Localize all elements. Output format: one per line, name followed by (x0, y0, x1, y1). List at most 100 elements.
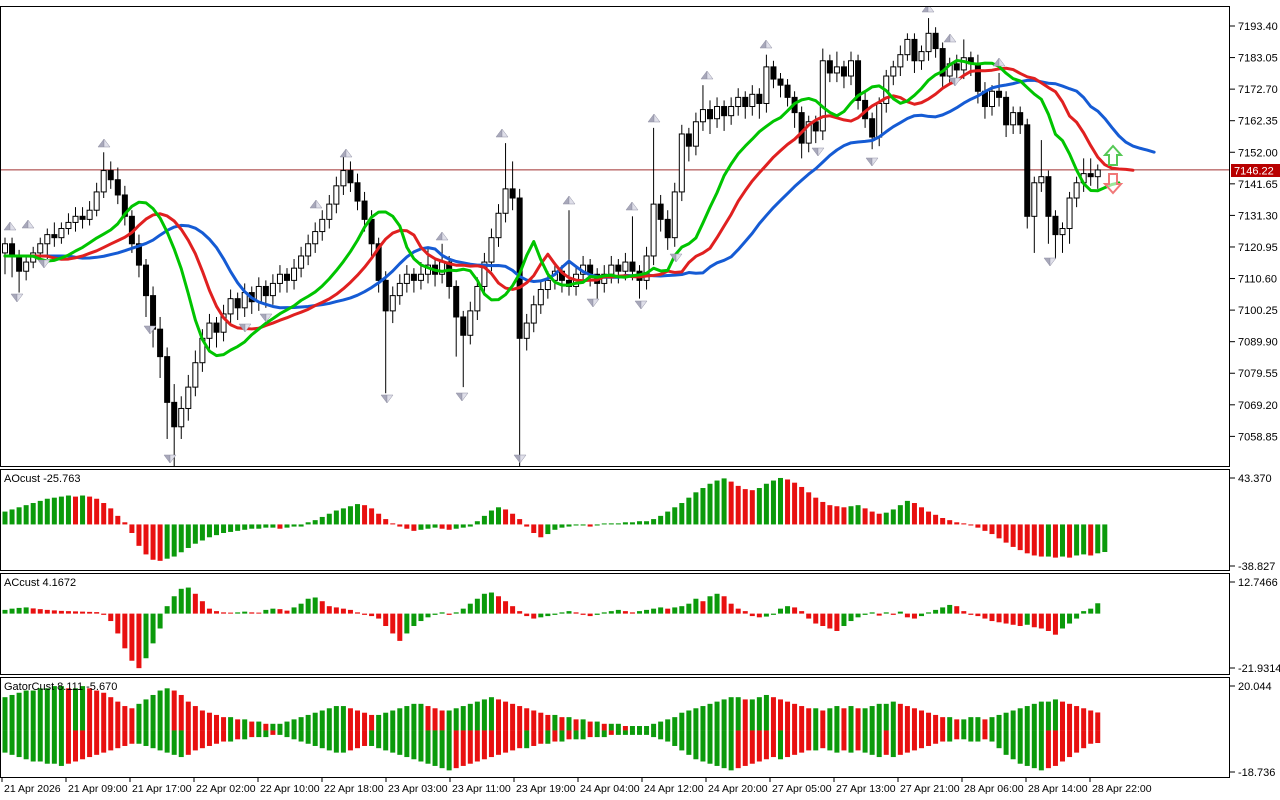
ao-hist-bar (545, 524, 551, 535)
candle-body (509, 188, 516, 199)
ac-hist-bar (940, 607, 946, 614)
ac-hist-bar (799, 611, 805, 614)
gator-hist-bar (150, 694, 156, 731)
ao-hist-bar (73, 496, 78, 525)
price-tick-label: 7120.95 (1238, 242, 1278, 254)
gator-hist-bar (340, 730, 346, 753)
price-tick-label: 7131.30 (1238, 210, 1278, 222)
candle-body (939, 48, 946, 77)
candle-body (453, 285, 460, 318)
candle-body (848, 60, 854, 77)
gator-hist-bar (622, 726, 628, 731)
candle-body (417, 273, 424, 281)
price-scale[interactable]: 7193.40 7183.05 7172.70 7162.35 7152.00 7141.… (1230, 21, 1278, 443)
gator-hist-bar (418, 703, 424, 731)
gator-hist-bar (940, 717, 946, 731)
ac-hist-bar (827, 613, 833, 629)
gator-hist-bar (404, 706, 410, 731)
gator-hist-bar (665, 730, 671, 742)
gator-hist-bar (644, 726, 650, 731)
ac-hist-bar (355, 612, 360, 614)
ac-hist-bar (115, 613, 121, 634)
gator-hist-bar (975, 730, 981, 742)
gator-hist-bar (580, 730, 586, 740)
ac-hist-bar (538, 613, 544, 618)
ac-hist-bar (1031, 613, 1037, 628)
ac-hist-bar (933, 609, 939, 614)
fractal-down-icon (149, 325, 157, 335)
gator-hist-bar (813, 730, 819, 751)
gator-hist-bar (517, 706, 523, 731)
gator-hist-bar (1031, 730, 1037, 769)
candle-body (721, 106, 728, 117)
gator-hist-bar (143, 699, 149, 731)
ac-hist-bar (242, 611, 248, 614)
gator-hist-bar (897, 703, 903, 731)
fractal-down-icon (169, 454, 177, 464)
ac-indicator-pane[interactable]: 12.7466 -21.9314 (2, 577, 1280, 675)
ao-hist-bar (644, 521, 650, 525)
ao-hist-bar (580, 524, 586, 526)
candle-body (904, 38, 911, 56)
fractal-down-icon (461, 392, 469, 402)
gator-hist-bar (37, 730, 43, 762)
gator-hist-bar (1003, 712, 1009, 731)
buy-signal-arrow-icon (1102, 144, 1124, 166)
gator-hist-bar (115, 730, 121, 749)
ao-indicator-pane[interactable]: 43.370 -38.827 (2, 473, 1276, 573)
gator-hist-bar (827, 708, 833, 731)
ac-hist-bar (9, 608, 15, 614)
ao-hist-bar (94, 498, 100, 525)
ac-hist-bar (820, 613, 826, 627)
gator-hist-bar (883, 703, 889, 731)
gator-hist-bar (164, 730, 170, 753)
ao-hist-bar (686, 497, 692, 525)
ao-hist-bar (883, 512, 889, 525)
fractal-down-icon (163, 454, 171, 464)
gator-hist-bar (496, 730, 501, 755)
ac-hist-bar (510, 606, 516, 614)
gator-hist-bar (756, 697, 762, 731)
ao-hist-bar (101, 503, 107, 525)
gator-hist-bar (770, 697, 776, 731)
ao-hist-bar (1074, 524, 1080, 556)
gator-hist-bar (453, 730, 459, 769)
candle-body (798, 112, 805, 144)
gator-hist-bar (80, 686, 86, 731)
candle-body (284, 273, 290, 281)
gator-hist-bar (23, 730, 29, 760)
gator-hist-bar (94, 730, 100, 755)
ao-hist-bar (587, 524, 593, 527)
ac-hist-bar (524, 613, 530, 617)
ao-hist-bar (214, 524, 219, 536)
time-tick-label: 27 Apr 05:00 (772, 783, 832, 795)
time-tick-label: 24 Apr 20:00 (708, 783, 768, 795)
candle-body (869, 118, 876, 138)
gator-hist-bar (390, 730, 396, 753)
candle-body (107, 170, 114, 181)
ac-hist-bar (517, 611, 523, 614)
gator-hist-bar (721, 699, 727, 731)
gator-hist-bar (404, 730, 410, 758)
ac-hist-bar (615, 609, 621, 614)
gator-hist-bar (460, 730, 466, 766)
candle-body (989, 90, 995, 108)
ac-hist-bar (961, 611, 967, 614)
time-scale[interactable]: 21 Apr 2026 21 Apr 09:00 21 Apr 17:00 22 Ap… (1, 777, 1152, 795)
time-tick-label: 23 Apr 03:00 (388, 783, 448, 795)
gator-indicator-pane[interactable]: 20.044 -18.736 (2, 681, 1276, 779)
gator-hist-bar (235, 730, 241, 740)
gator-hist-bar (1038, 730, 1044, 771)
main-price-pane[interactable] (0, 4, 1230, 476)
ac-hist-bar (73, 611, 78, 614)
gator-hist-bar (792, 730, 798, 755)
candle-body (692, 121, 699, 147)
gator-hist-bar (778, 699, 783, 731)
ac-hist-bar (136, 613, 142, 669)
gator-hist-bar (397, 730, 403, 755)
ao-hist-bar (2, 511, 8, 525)
time-tick-label: 21 Apr 17:00 (132, 783, 192, 795)
gator-hist-bar (679, 712, 685, 731)
